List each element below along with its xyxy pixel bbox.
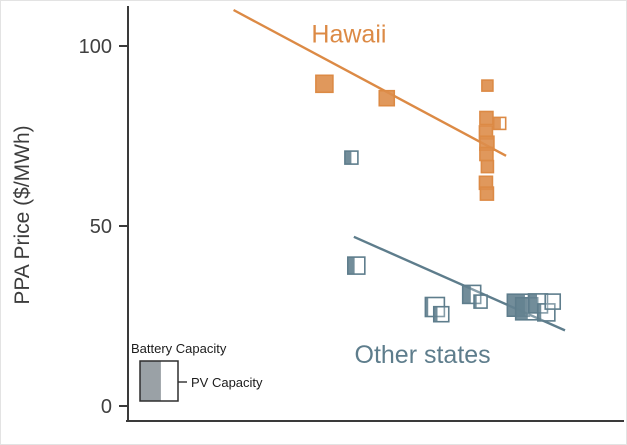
legend-swatch bbox=[139, 360, 187, 402]
data-point-hawaii bbox=[479, 186, 495, 201]
axes bbox=[126, 6, 624, 422]
data-point-hawaii bbox=[479, 146, 494, 162]
legend-pv-label: PV Capacity bbox=[191, 375, 263, 390]
data-point-other-states bbox=[347, 256, 366, 275]
y-axis-title: PPA Price ($/MWh) bbox=[11, 125, 34, 304]
data-point-other-states bbox=[344, 150, 359, 165]
data-point-hawaii bbox=[378, 89, 396, 107]
y-ticks: 0 50 100 bbox=[79, 36, 128, 418]
data-point-hawaii bbox=[479, 135, 495, 151]
data-point-hawaii bbox=[479, 110, 494, 126]
series-label-hawaii: Hawaii bbox=[311, 20, 386, 48]
legend-battery-label: Battery Capacity bbox=[131, 341, 227, 356]
data-point-other-states bbox=[537, 303, 556, 322]
y-tick-label: 0 bbox=[101, 396, 112, 418]
y-tick-label: 100 bbox=[79, 36, 112, 58]
data-point-hawaii bbox=[315, 74, 334, 94]
y-tick-label: 50 bbox=[90, 216, 112, 238]
data-point-other-states bbox=[473, 294, 488, 309]
data-point-other-states bbox=[544, 293, 562, 310]
data-point-hawaii bbox=[480, 159, 495, 174]
trend-line-hawaii bbox=[232, 8, 507, 157]
size-legend: Battery Capacity PV Capacity bbox=[131, 341, 263, 402]
plot-area bbox=[232, 8, 566, 332]
legend-battery-swatch bbox=[140, 361, 161, 401]
data-point-hawaii bbox=[481, 79, 494, 92]
legend-pv-swatch bbox=[139, 360, 179, 402]
series-label-other-states: Other states bbox=[355, 341, 491, 369]
data-point-hawaii bbox=[492, 116, 507, 131]
data-point-other-states bbox=[432, 305, 450, 323]
